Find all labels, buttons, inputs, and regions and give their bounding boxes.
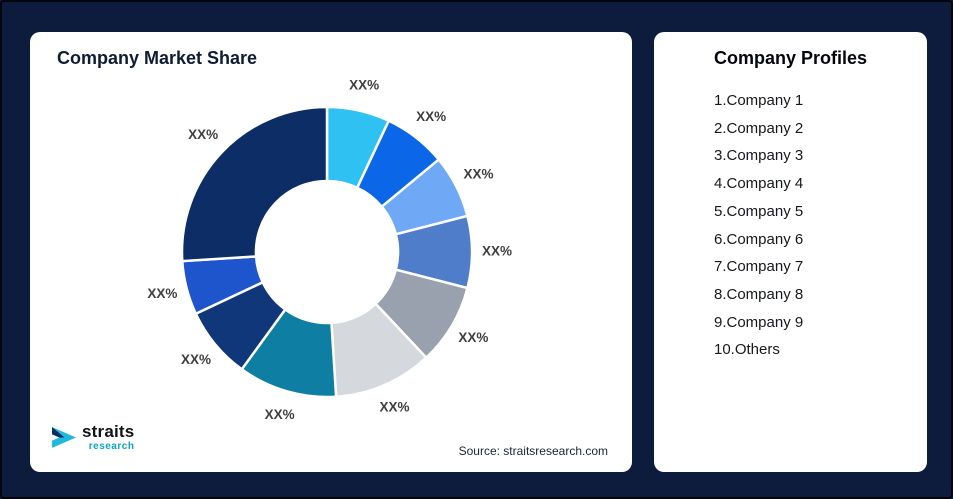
profiles-title: Company Profiles [713, 48, 868, 68]
slice-label-company-7: XX% [265, 407, 295, 422]
company-list-item: 10.Others [714, 341, 780, 359]
slice-label-company-8: XX% [181, 352, 211, 367]
straits-logo: straits research [50, 423, 134, 452]
logo-name: straits [82, 422, 135, 441]
company-list-item: 9.Company 9 [714, 313, 804, 331]
source-note: Source: straitsresearch.com [458, 444, 608, 458]
company-list-item: 1.Company 1 [714, 92, 804, 109]
company-list-item: 7.Company 7 [714, 258, 804, 276]
straits-arrow-icon [52, 427, 76, 448]
slice-label-others: XX% [188, 127, 218, 142]
donut-segment-others [180, 105, 329, 263]
company-list-item: 2.Company 2 [714, 119, 804, 137]
slice-label-company-6: XX% [380, 400, 410, 415]
company-list-item: 6.Company 6 [714, 230, 804, 248]
company-list-item: 4.Company 4 [714, 175, 804, 193]
market-share-card: Company Market Share XX% XX% XX% XX% XX% XX% X… [30, 32, 632, 472]
company-list-item: 3.Company 3 [714, 147, 804, 165]
donut-chart: XX% XX% XX% XX% XX% XX% XX% XX% XX% XX% [147, 78, 512, 422]
slice-label-company-1: XX% [349, 78, 379, 93]
logo-text: straits research [82, 423, 134, 452]
company-list: 1.Company 1 2.Company 2 3.Company 3 4.Compa… [654, 87, 927, 364]
slice-label-company-2: XX% [416, 109, 446, 124]
slice-label-company-3: XX% [463, 166, 493, 181]
company-list-item: 5.Company 5 [714, 202, 804, 220]
slice-label-company-9: XX% [147, 286, 177, 301]
company-list-item: 8.Company 8 [714, 285, 804, 303]
logo-subtitle: research [88, 441, 135, 452]
company-profiles-card: Company Profiles 1.Company 1 2.Company 2 3… [654, 32, 927, 472]
slice-label-company-4: XX% [482, 244, 512, 259]
slice-label-company-5: XX% [458, 330, 488, 345]
chart-title: Company Market Share [57, 48, 258, 68]
